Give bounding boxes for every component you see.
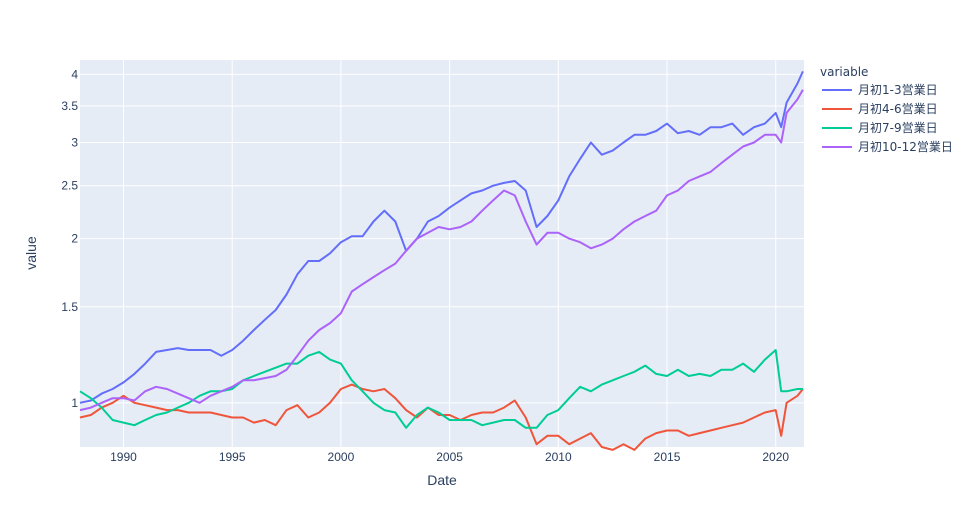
plot-area: [80, 60, 804, 447]
series-lines: [79, 70, 804, 451]
x-tick-label: 2010: [545, 450, 572, 464]
x-tick-label: 2005: [436, 450, 463, 464]
legend-item-2[interactable]: 月初7-9営業日: [822, 121, 938, 135]
x-axis-title: Date: [427, 472, 457, 488]
y-tick-label: 1.5: [61, 300, 78, 314]
x-tick-label: 1990: [110, 450, 137, 464]
series-line-3: [79, 89, 804, 412]
x-tick-label: 1995: [219, 450, 246, 464]
legend-label: 月初1-3営業日: [858, 83, 938, 97]
y-tick-label: 4: [71, 67, 78, 81]
legend-title: variable: [820, 65, 868, 79]
x-tick-label: 2015: [654, 450, 681, 464]
legend-item-1[interactable]: 月初4-6営業日: [822, 102, 938, 116]
series-line-2: [79, 349, 803, 429]
series-line-0: [79, 70, 804, 404]
legend-item-0[interactable]: 月初1-3営業日: [822, 83, 938, 97]
series-line-1: [79, 383, 804, 451]
y-tick-label: 2: [71, 232, 78, 246]
y-tick-label: 1: [71, 396, 78, 410]
y-tick-label: 3: [71, 136, 78, 150]
x-tick-label: 2000: [328, 450, 355, 464]
legend[interactable]: variable 月初1-3営業日月初4-6営業日月初7-9営業日月初10-12…: [820, 65, 953, 154]
legend-label: 月初10-12営業日: [858, 140, 953, 154]
x-tick-label: 2020: [762, 450, 789, 464]
y-tick-label: 2.5: [61, 179, 78, 193]
y-tick-label: 3.5: [61, 99, 78, 113]
x-axis-ticks: 1990 1995 2000 2005 2010 2015 2020: [110, 450, 789, 464]
y-axis-title: value: [23, 236, 39, 270]
legend-label: 月初4-6営業日: [858, 102, 938, 116]
legend-item-3[interactable]: 月初10-12営業日: [822, 140, 953, 154]
y-axis-ticks: 1 1.5 2 2.5 3 3.5 4: [61, 67, 78, 409]
legend-label: 月初7-9営業日: [858, 121, 938, 135]
